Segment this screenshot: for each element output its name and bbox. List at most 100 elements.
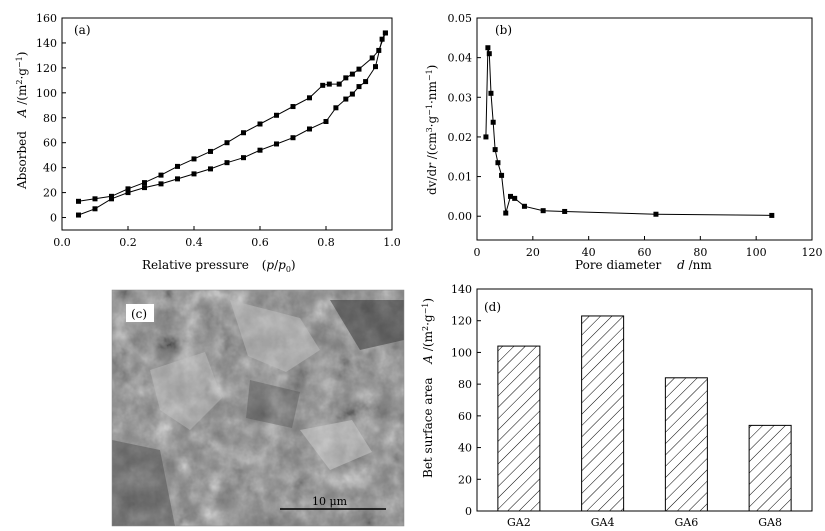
panel-b-series-line-pore-size bbox=[485, 47, 772, 216]
panel-a-data-point bbox=[373, 64, 378, 70]
panel-d-plot-frame bbox=[476, 288, 813, 512]
panel-a-data-point bbox=[356, 84, 362, 90]
panel-a-ticks: 0.0 0.2 0.4 0.6 0.8 1.0 0 20 40 60 80 100 120 140 160 bbox=[36, 12, 401, 249]
panel-a-curves bbox=[76, 30, 388, 218]
panel-d-y-tick-label: 100 bbox=[451, 346, 472, 359]
panel-d-y-tick-label: 140 bbox=[451, 283, 472, 296]
panel-b-data-point bbox=[499, 172, 505, 178]
panel-b-x-tick-label: 60 bbox=[638, 246, 652, 259]
panel-b-x-tick-label: 0 bbox=[474, 246, 481, 259]
panel-a-data-point bbox=[323, 119, 329, 125]
panel-a-data-point bbox=[290, 104, 296, 110]
panel-a-data-point bbox=[379, 36, 385, 42]
panel-a-y-tick-label: 100 bbox=[36, 87, 57, 100]
panel-a-data-point bbox=[343, 75, 349, 81]
panel-a-x-tick-label: 1.0 bbox=[383, 236, 401, 249]
panel-a-label: (a) bbox=[74, 23, 91, 37]
panel-d-y-tick-label: 20 bbox=[458, 473, 472, 486]
sem-flake-dark bbox=[112, 440, 175, 526]
panel-d-y-tick-label: 60 bbox=[458, 410, 472, 423]
panel-a-data-point bbox=[92, 196, 98, 202]
panel-b-data-point bbox=[503, 210, 509, 216]
panel-b-y-tick-label: 0.05 bbox=[448, 12, 473, 25]
panel-a-y-tick-label: 60 bbox=[43, 137, 57, 150]
panel-d-category-label: GA4 bbox=[591, 516, 615, 529]
panel-d-ylabel: Bet surface area A /(m2·g−1) bbox=[421, 298, 435, 478]
panel-d-category-label: GA2 bbox=[507, 516, 531, 529]
panel-a-data-point bbox=[343, 96, 349, 102]
panel-b-data-point bbox=[486, 51, 492, 57]
panel-a-y-tick-label: 140 bbox=[36, 37, 57, 50]
panel-b-ticks: 0 20 40 60 80 100 120 0.00 0.01 0.02 0.03 0.04 0.05 bbox=[448, 12, 823, 259]
panel-b-data-point bbox=[540, 208, 546, 214]
panel-a-data-point bbox=[274, 141, 279, 147]
panel-c-label: (c) bbox=[131, 307, 147, 321]
panel-a-data-point bbox=[125, 186, 131, 192]
panel-a-data-point bbox=[158, 181, 164, 187]
panel-a-data-point bbox=[349, 71, 355, 77]
panel-a-data-point bbox=[224, 140, 230, 146]
panel-a-data-point bbox=[257, 121, 263, 127]
panel-a-x-tick-label: 0.8 bbox=[317, 236, 335, 249]
panel-a-data-point bbox=[191, 156, 197, 162]
panel-d-y-tick-label: 0 bbox=[465, 505, 472, 518]
panel-a-plot-frame bbox=[61, 17, 393, 231]
panel-b-y-tick-label: 0.03 bbox=[448, 91, 473, 104]
panel-b-xlabel: Pore diameter d /nm bbox=[575, 258, 712, 272]
panel-b-data-point bbox=[490, 119, 496, 125]
panel-d-y-tick-label: 120 bbox=[451, 315, 472, 328]
panel-d-label: (d) bbox=[484, 300, 501, 314]
panel-d-bar-ga6 bbox=[664, 377, 708, 512]
panel-a-data-point bbox=[175, 176, 180, 182]
panel-b-data-point bbox=[521, 203, 527, 209]
panel-d-ticks: 0 20 40 60 80 100 120 140 GA2 GA4 GA6 GA8 bbox=[451, 283, 782, 529]
panel-a-y-tick-label: 120 bbox=[36, 62, 57, 75]
panel-a-data-point bbox=[142, 180, 147, 186]
sem-image-border bbox=[111, 289, 405, 527]
panel-a-y-tick-label: 40 bbox=[43, 162, 57, 175]
panel-a-data-point bbox=[336, 81, 342, 87]
panel-a-data-point bbox=[109, 193, 114, 199]
panel-b-y-tick-label: 0.01 bbox=[448, 171, 473, 184]
panel-b-data-point bbox=[492, 147, 498, 153]
panel-a-data-point bbox=[382, 30, 388, 36]
panel-b-x-tick-label: 40 bbox=[582, 246, 596, 259]
panel-b-label: (b) bbox=[495, 23, 512, 37]
sem-flake-bright bbox=[150, 352, 222, 430]
panel-a-data-point bbox=[307, 126, 312, 132]
panel-a-x-tick-label: 0.0 bbox=[53, 236, 71, 249]
panel-d-bar-ga4 bbox=[581, 315, 625, 512]
panel-a-data-point bbox=[76, 212, 81, 218]
panel-a-data-point bbox=[333, 105, 339, 111]
panel-b-data-point bbox=[495, 160, 501, 166]
panel-a-y-tick-label: 160 bbox=[36, 12, 57, 25]
panel-b-data-point bbox=[769, 212, 775, 218]
panel-a-data-point bbox=[175, 163, 180, 169]
sem-flake-dark bbox=[330, 300, 404, 350]
panel-a-data-point bbox=[158, 172, 164, 178]
panel-a-data-point bbox=[76, 198, 81, 204]
panel-d-y-tick-label: 40 bbox=[458, 442, 472, 455]
panel-d-surface-area-bars: 0 20 40 60 80 100 120 140 GA2 GA4 GA6 GA8 (d) Bet s… bbox=[421, 283, 813, 529]
panel-a-data-point bbox=[290, 135, 296, 141]
panel-a-x-tick-label: 0.2 bbox=[119, 236, 137, 249]
scale-bar-label: 10 μm bbox=[312, 495, 348, 508]
panel-a-data-point bbox=[257, 147, 263, 153]
panel-a-data-point bbox=[142, 185, 147, 191]
panel-d-y-tick-label: 80 bbox=[458, 378, 472, 391]
panel-b-data-point bbox=[653, 211, 659, 217]
panel-b-data-point bbox=[562, 208, 568, 214]
sem-flake-bright bbox=[230, 300, 320, 372]
panel-a-data-point bbox=[349, 91, 355, 97]
panel-a-data-point bbox=[376, 47, 382, 53]
panel-d-bars bbox=[497, 315, 792, 512]
panel-a-data-point bbox=[224, 160, 230, 166]
panel-a-data-point bbox=[125, 190, 131, 196]
panel-a-y-tick-label: 0 bbox=[50, 212, 57, 225]
panel-a-data-point bbox=[320, 82, 326, 88]
panel-b-x-tick-label: 100 bbox=[746, 246, 767, 259]
panel-a-data-point bbox=[208, 166, 213, 172]
panel-b-y-tick-label: 0.00 bbox=[448, 210, 473, 223]
panel-a-y-tick-label: 80 bbox=[43, 112, 57, 125]
